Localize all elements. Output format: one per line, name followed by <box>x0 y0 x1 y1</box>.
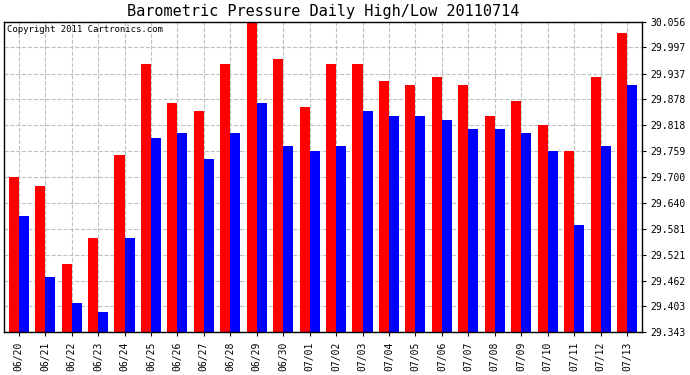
Bar <box>45 277 55 332</box>
Title: Barometric Pressure Daily High/Low 20110714: Barometric Pressure Daily High/Low 20110… <box>127 4 519 19</box>
Text: Copyright 2011 Cartronics.com: Copyright 2011 Cartronics.com <box>8 25 164 34</box>
Bar <box>299 107 310 332</box>
Bar <box>35 186 45 332</box>
Bar <box>458 86 469 332</box>
Bar <box>257 103 267 332</box>
Bar <box>98 312 108 332</box>
Bar <box>115 155 124 332</box>
Bar <box>415 116 426 332</box>
Bar <box>230 133 240 332</box>
Bar <box>521 133 531 332</box>
Bar <box>204 159 214 332</box>
Bar <box>442 120 452 332</box>
Bar <box>177 133 188 332</box>
Bar <box>574 225 584 332</box>
Bar <box>168 103 177 332</box>
Bar <box>88 238 98 332</box>
Bar <box>469 129 478 332</box>
Bar <box>310 151 319 332</box>
Bar <box>61 264 72 332</box>
Bar <box>141 63 151 332</box>
Bar <box>273 59 283 332</box>
Bar <box>336 146 346 332</box>
Bar <box>389 116 399 332</box>
Bar <box>617 33 627 332</box>
Bar <box>538 124 548 332</box>
Bar <box>406 86 415 332</box>
Bar <box>220 63 230 332</box>
Bar <box>124 238 135 332</box>
Bar <box>600 146 611 332</box>
Bar <box>353 63 362 332</box>
Bar <box>379 81 389 332</box>
Bar <box>362 111 373 332</box>
Bar <box>484 116 495 332</box>
Bar <box>326 63 336 332</box>
Bar <box>19 216 29 332</box>
Bar <box>9 177 19 332</box>
Bar <box>247 22 257 332</box>
Bar <box>564 151 574 332</box>
Bar <box>151 138 161 332</box>
Bar <box>432 76 442 332</box>
Bar <box>72 303 81 332</box>
Bar <box>548 151 558 332</box>
Bar <box>495 129 505 332</box>
Bar <box>627 86 637 332</box>
Bar <box>511 100 521 332</box>
Bar <box>591 76 600 332</box>
Bar <box>194 111 204 332</box>
Bar <box>283 146 293 332</box>
